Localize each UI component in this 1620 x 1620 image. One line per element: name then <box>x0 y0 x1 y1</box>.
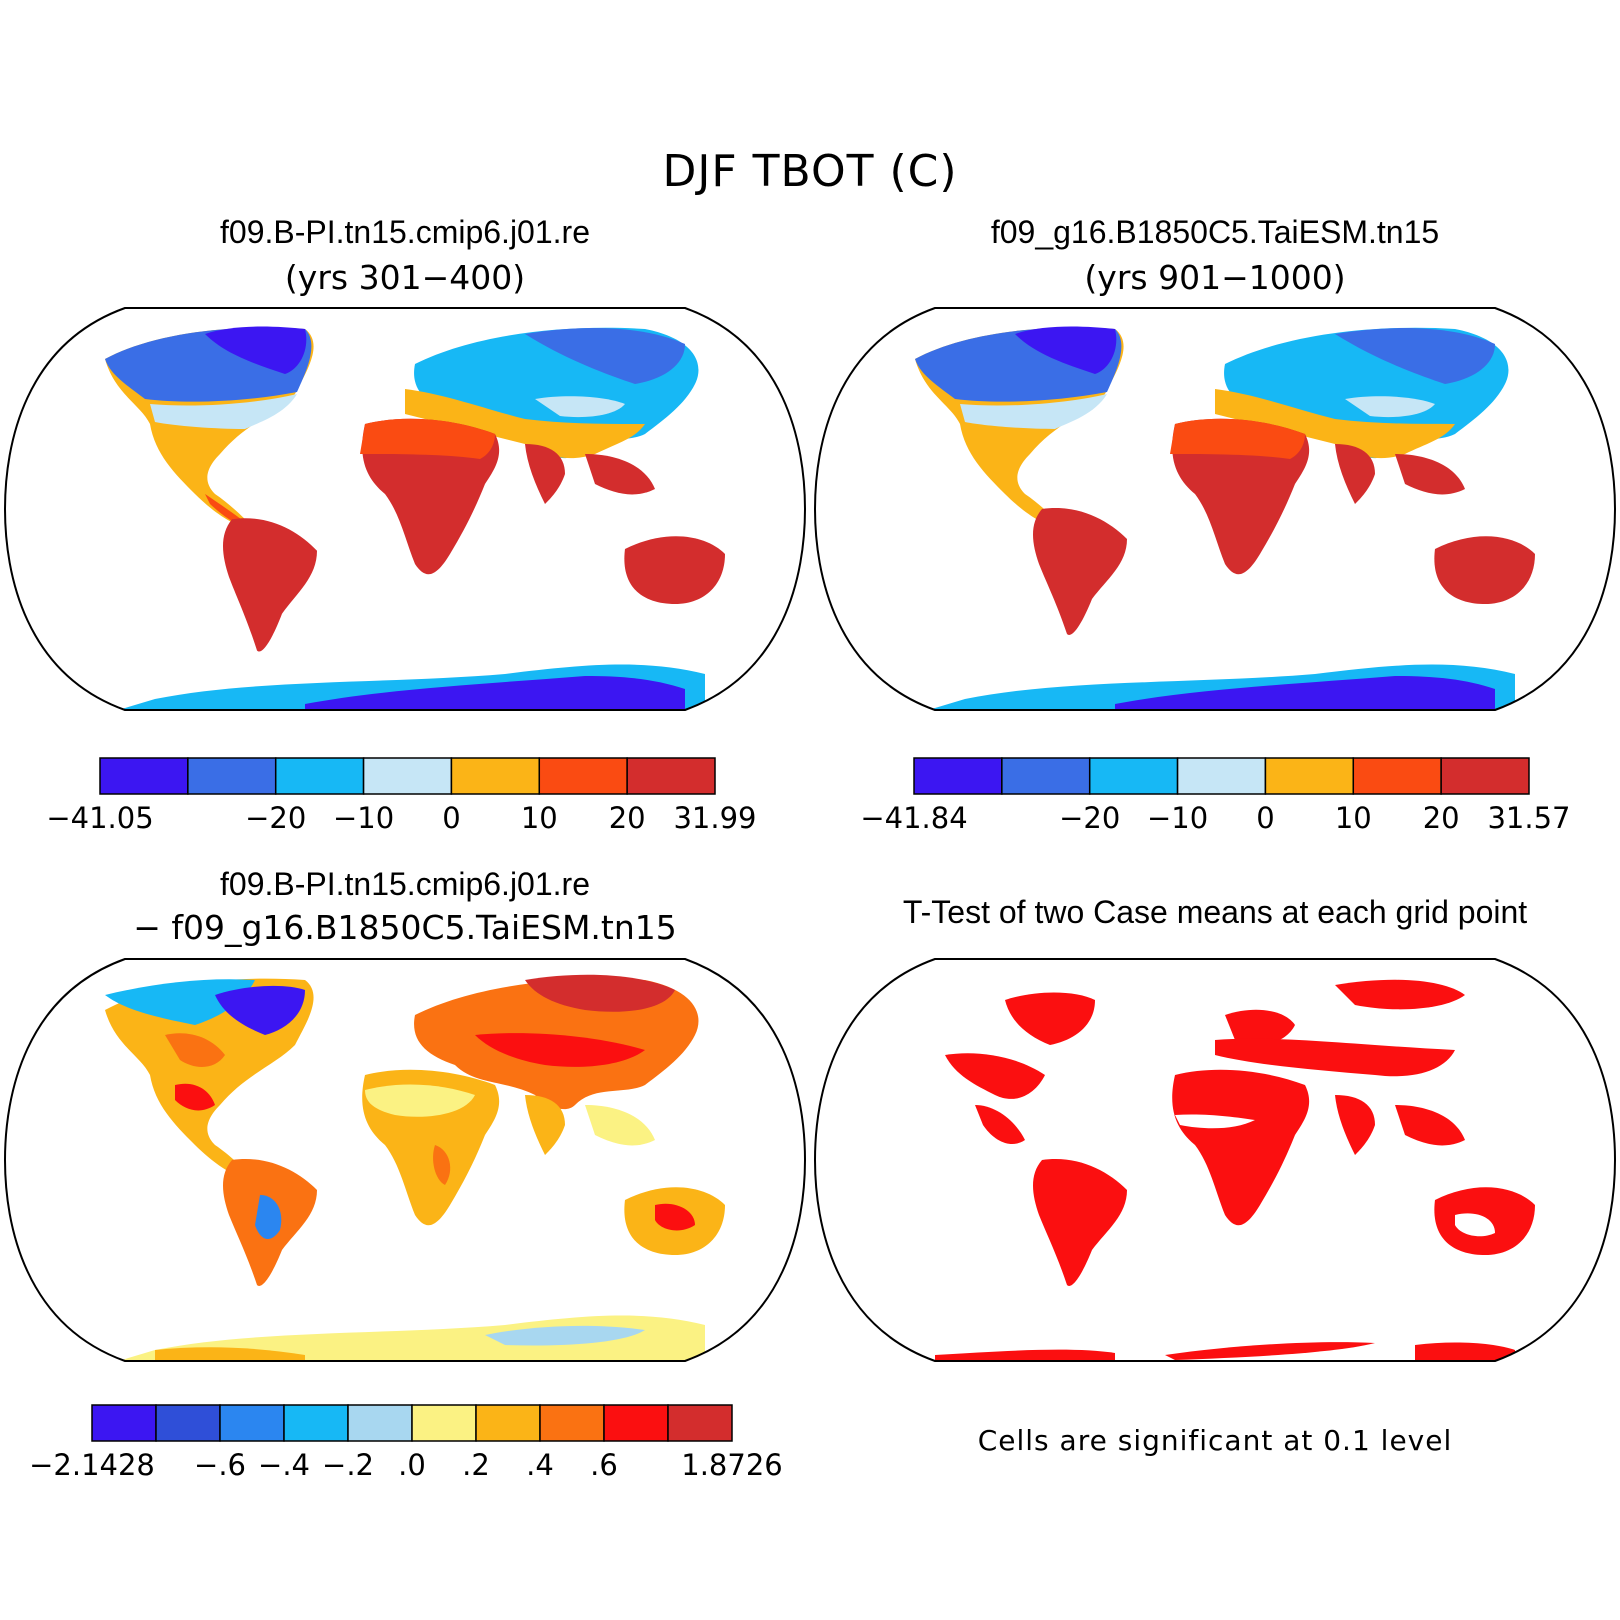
colorbar-tick-label: −2.1428 <box>29 1448 155 1482</box>
colorbar-swatch <box>1440 757 1530 795</box>
africa-land <box>362 418 500 575</box>
colorbar-tick-label: −20 <box>1059 801 1120 835</box>
colorbar-tick-label: −10 <box>1147 801 1208 835</box>
panel-2-subtitle: (yrs 901−1000) <box>1084 258 1346 297</box>
panel-4-title: T-Test of two Case means at each grid po… <box>902 894 1528 930</box>
colorbar-tick-label: −20 <box>245 801 306 835</box>
colorbar-swatch <box>99 757 189 795</box>
colorbar-swatch <box>1352 757 1442 795</box>
colorbar-swatch <box>274 757 365 795</box>
colorbar-swatch <box>603 1404 669 1442</box>
colorbar-swatch <box>913 757 1003 795</box>
south-america-land <box>223 518 317 652</box>
colorbar-tick-label: −41.05 <box>46 801 153 835</box>
colorbar-tick-label: 10 <box>1335 801 1372 835</box>
colorbar-swatch <box>626 757 716 795</box>
panel-1-subtitle: (yrs 301−400) <box>284 258 526 297</box>
colorbar-tick-label: −10 <box>333 801 394 835</box>
colorbar-swatch <box>219 1404 285 1442</box>
colorbar-swatch <box>1264 757 1355 795</box>
colorbar-swatch <box>539 1404 605 1442</box>
australia-land <box>624 536 725 604</box>
figure-title: DJF TBOT (C) <box>662 146 958 197</box>
colorbar-tick-label: .2 <box>462 1448 490 1482</box>
colorbar-swatch <box>1088 757 1179 795</box>
colorbar-swatch <box>1176 757 1267 795</box>
colorbar-tick-label: 31.99 <box>673 801 756 835</box>
colorbar-tick-label: −.4 <box>258 1448 310 1482</box>
colorbar-tick-label: 20 <box>1423 801 1460 835</box>
colorbar-swatch <box>538 757 628 795</box>
colorbar-swatch <box>450 757 541 795</box>
colorbar-tick-label: .6 <box>590 1448 618 1482</box>
colorbar-swatch <box>283 1404 349 1442</box>
colorbar-swatch <box>347 1404 413 1442</box>
panel-1-title: f09.B-PI.tn15.cmip6.j01.re <box>220 214 590 250</box>
colorbar-tick-label: 10 <box>521 801 558 835</box>
colorbar-tick-label: −.2 <box>322 1448 374 1482</box>
panel-2-map <box>813 307 1617 711</box>
colorbar-tick-label: 31.57 <box>1487 801 1570 835</box>
colorbar-swatch <box>475 1404 541 1442</box>
panel-4-note: Cells are significant at 0.1 level <box>977 1424 1453 1457</box>
colorbar-swatch <box>362 757 453 795</box>
colorbar-swatch <box>667 1404 733 1442</box>
colorbar-swatch <box>1001 757 1091 795</box>
colorbar-tick-label: .4 <box>526 1448 554 1482</box>
colorbar-swatch <box>411 1404 477 1442</box>
panel-3-title: f09.B-PI.tn15.cmip6.j01.re <box>220 866 590 902</box>
panel-2-title: f09_g16.B1850C5.TaiESM.tn15 <box>990 214 1440 250</box>
colorbar-swatch <box>91 1404 157 1442</box>
colorbar-tick-label: 0 <box>1256 801 1274 835</box>
panel-3-map <box>3 958 807 1362</box>
colorbar-tick-label: 0 <box>442 801 460 835</box>
colorbar-swatch <box>155 1404 221 1442</box>
colorbar-tick-label: −.6 <box>194 1448 246 1482</box>
panel-3-subtitle: − f09_g16.B1850C5.TaiESM.tn15 <box>133 908 677 947</box>
colorbar-swatch <box>187 757 277 795</box>
panel-1-map <box>3 307 807 711</box>
colorbar-tick-label: 20 <box>609 801 646 835</box>
colorbar-tick-label: .0 <box>398 1448 426 1482</box>
panel-4-map <box>813 958 1617 1362</box>
colorbar-tick-label: 1.8726 <box>681 1448 782 1482</box>
colorbar-tick-label: −41.84 <box>860 801 967 835</box>
